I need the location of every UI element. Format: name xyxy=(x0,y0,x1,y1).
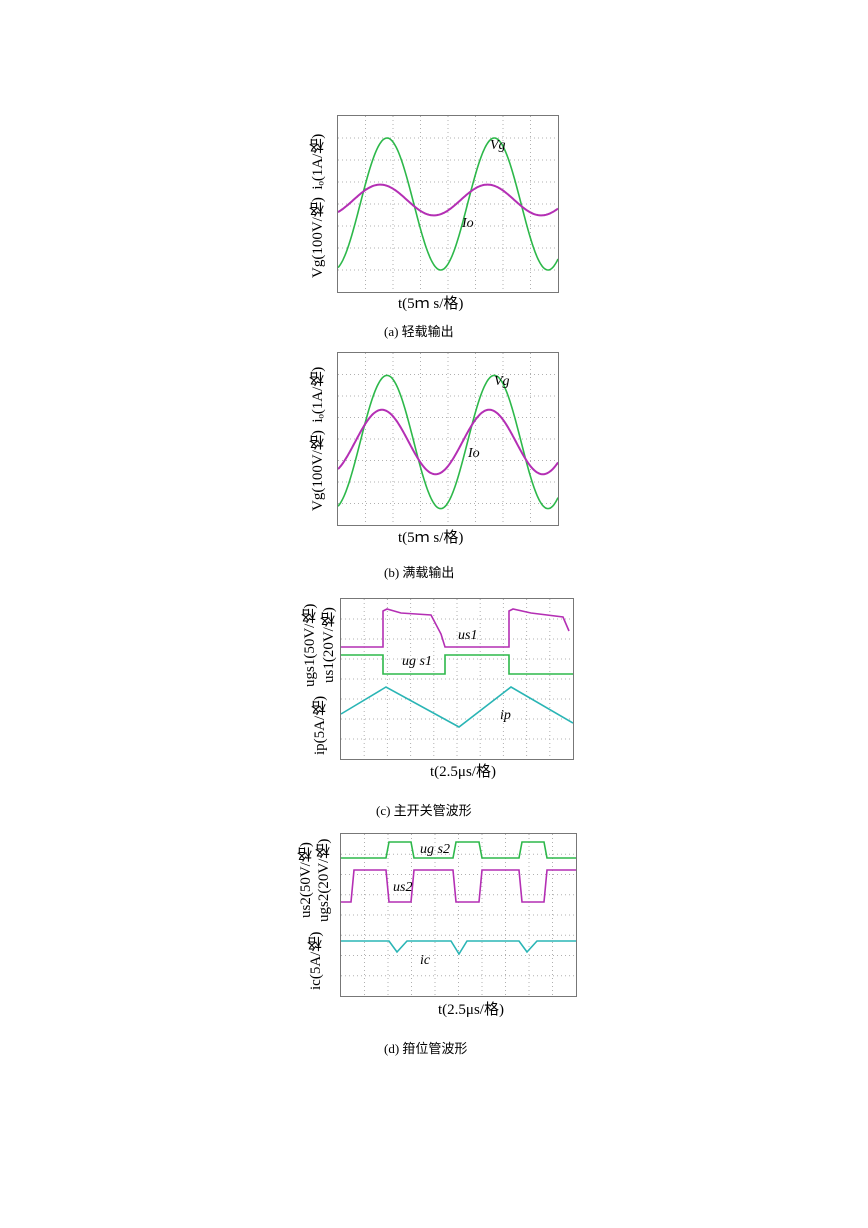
series-ic xyxy=(341,940,576,956)
caption-b: (b) 满载输出 xyxy=(384,565,455,580)
series-ugs1 xyxy=(341,654,573,675)
xlabel-b: t(5ｍ s/格) xyxy=(398,530,464,546)
xlabel-a: t(5ｍ s/格) xyxy=(398,296,464,312)
panel-a-ylabel: Vg(100V/格) iₒ(1A/格) xyxy=(310,133,326,278)
grid xyxy=(338,353,558,525)
label-us1: us1 xyxy=(458,628,478,643)
label-vg-a: Vg xyxy=(490,138,506,153)
series-vg-a xyxy=(338,137,558,271)
series-ip xyxy=(341,686,573,728)
scope-a xyxy=(337,115,559,293)
grid xyxy=(338,116,558,292)
series-io-a xyxy=(338,183,558,217)
caption-d: (d) 箝位管波形 xyxy=(384,1041,468,1056)
panel-d-ylabel-1: us2(50V/格) xyxy=(298,842,314,918)
grid xyxy=(341,834,576,996)
label-vg-b: Vg xyxy=(494,374,510,389)
label-us2: us2 xyxy=(393,880,413,895)
scope-a-plot xyxy=(338,116,558,292)
panel-c-ylabel-1: ugs1(50V/格) xyxy=(302,603,318,687)
xlabel-d: t(2.5μs/格) xyxy=(438,1002,504,1018)
label-io-b: Io xyxy=(468,446,480,461)
xlabel-c: t(2.5μs/格) xyxy=(430,764,496,780)
series-us1 xyxy=(341,608,570,648)
panel-c-ylabel-3: ip(5A/格) xyxy=(312,695,328,755)
series-vg-b xyxy=(338,374,558,510)
scope-d xyxy=(340,833,577,997)
label-ugs1: ug s1 xyxy=(402,654,432,669)
label-io-a: Io xyxy=(462,216,474,231)
scope-c-plot xyxy=(341,599,573,759)
series-io-b xyxy=(338,408,558,476)
grid xyxy=(341,599,573,759)
label-ip: ip xyxy=(500,708,511,723)
scope-b xyxy=(337,352,559,526)
panel-d-ylabel-2: ugs2(20V/格) xyxy=(316,838,332,922)
panel-b-ylabel: Vg(100V/格) iₒ(1A/格) xyxy=(310,366,326,512)
series-ugs2 xyxy=(341,841,576,859)
panel-d-ylabel-3: ic(5A/格) xyxy=(308,931,324,991)
series-us2 xyxy=(341,869,576,903)
label-ugs2: ug s2 xyxy=(420,842,450,857)
scope-c xyxy=(340,598,574,760)
scope-b-plot xyxy=(338,353,558,525)
panel-c-ylabel-2: us1(20V/格) xyxy=(321,607,337,683)
caption-a: (a) 轻载输出 xyxy=(384,324,454,339)
scope-d-plot xyxy=(341,834,576,996)
label-ic: ic xyxy=(420,953,431,968)
caption-c: (c) 主开关管波形 xyxy=(376,803,472,818)
